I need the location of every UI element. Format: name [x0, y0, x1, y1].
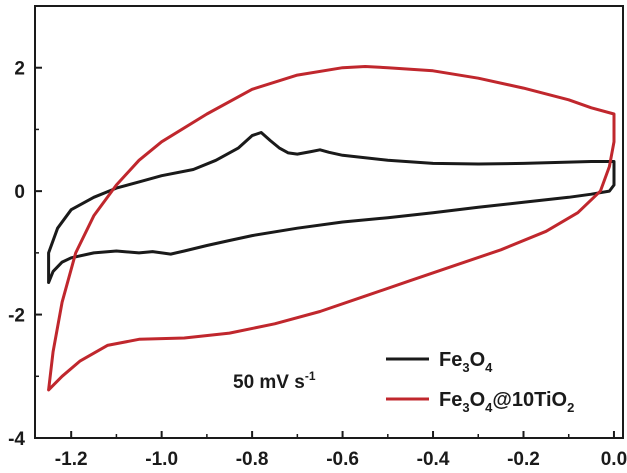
plot-frame	[34, 5, 624, 439]
scan-rate-text: 50 mV s	[233, 372, 305, 393]
legend-label-part: O	[470, 349, 486, 371]
x-tick-label: -1.0	[145, 449, 178, 470]
legend-label-part: 3	[462, 400, 469, 415]
y-tick-label: 2	[14, 59, 25, 80]
x-axis: -1.2 -1.0 -0.8 -0.6 -0.4 -0.2 0.0	[55, 431, 627, 470]
y-axis: -4 -2 0 2	[8, 59, 42, 450]
legend-label-part: 4	[485, 360, 493, 375]
x-tick-label: -0.6	[326, 449, 359, 470]
y-tick-label: 0	[14, 182, 25, 203]
series-line-fe3o4	[47, 131, 616, 284]
series-layer	[47, 65, 616, 392]
y-tick-label: -4	[8, 429, 25, 450]
x-tick-label: -0.4	[417, 449, 450, 470]
x-tick-label: -0.2	[507, 449, 540, 470]
legend-label-part: 2	[567, 400, 574, 415]
legend-label-part: 4	[485, 400, 493, 415]
series-line-fe3o4-10tio2	[47, 65, 616, 392]
x-tick-label: 0.0	[601, 449, 627, 470]
legend-label-part: 3	[462, 360, 469, 375]
legend-label-part: @10TiO	[492, 389, 567, 411]
scan-rate-annotation: 50 mV s-1	[233, 369, 316, 393]
x-tick-label: -1.2	[55, 449, 88, 470]
y-tick-label: -2	[8, 306, 25, 327]
legend-label-part: Fe	[439, 389, 462, 411]
legend-label-part: O	[470, 389, 486, 411]
legend-label-part: Fe	[439, 349, 462, 371]
legend-label: Fe3O4@10TiO2	[439, 389, 574, 415]
legend-label: Fe3O4	[439, 349, 493, 375]
scan-rate-superscript: -1	[305, 369, 316, 383]
x-tick-label: -0.8	[236, 449, 269, 470]
